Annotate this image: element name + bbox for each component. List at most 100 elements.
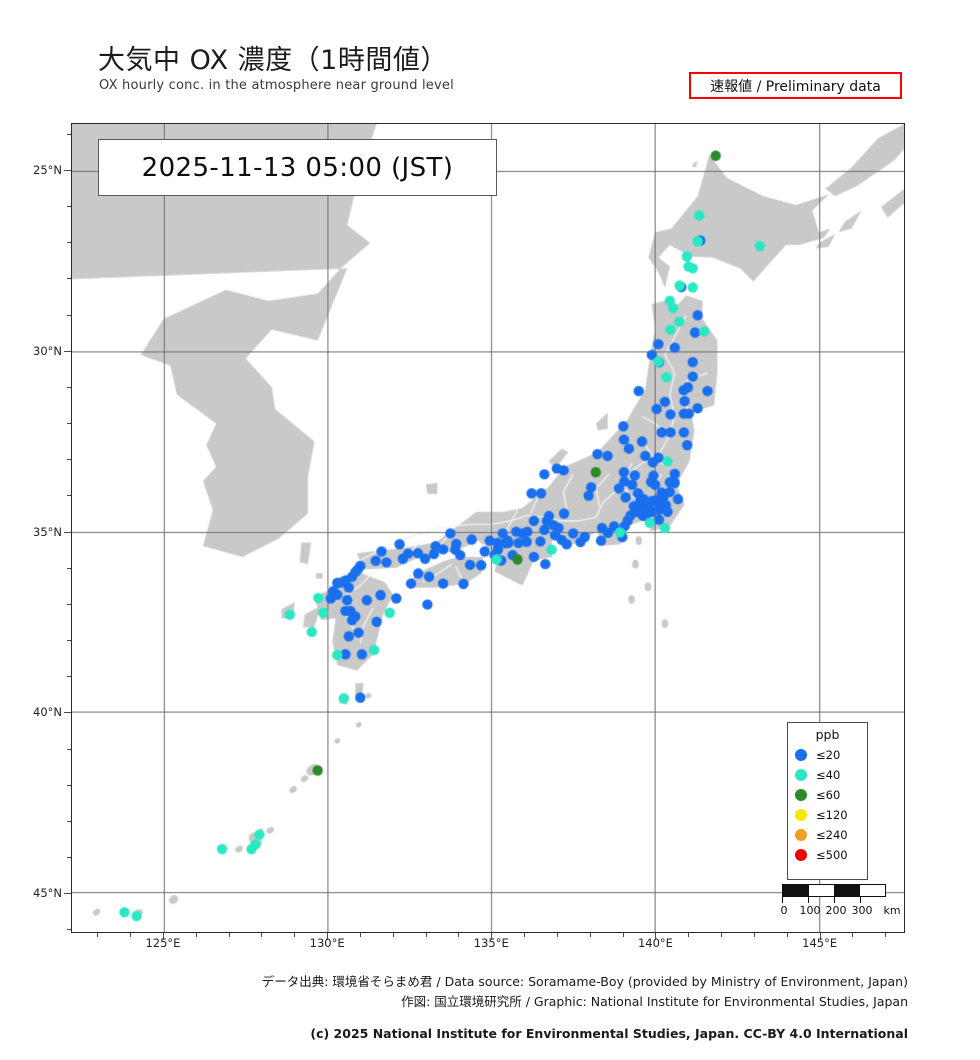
y-axis-tick-label: 35°N <box>33 524 62 539</box>
legend-item: ≤40 <box>788 765 867 785</box>
y-axis-tick-label: 25°N <box>33 163 62 177</box>
x-axis-minor-tick <box>622 933 624 937</box>
y-axis-tick-label: 30°N <box>33 343 62 358</box>
concentration-legend: ppb ≤20 ≤40 ≤60 ≤120 ≤240 ≤500 <box>787 722 868 880</box>
y-axis-minor-tick <box>67 748 71 750</box>
y-axis-minor-tick <box>67 784 71 786</box>
legend-item: ≤20 <box>788 745 867 765</box>
x-axis-minor-tick <box>97 933 99 937</box>
y-axis-minor-tick <box>67 603 71 605</box>
x-axis-minor-tick <box>228 933 230 937</box>
legend-item-label: ≤240 <box>816 828 848 842</box>
legend-item-label: ≤120 <box>816 808 848 822</box>
y-axis-minor-tick <box>67 676 71 678</box>
x-axis-minor-tick <box>294 933 296 937</box>
scale-bar-unit-label: km <box>883 904 901 917</box>
x-axis-minor-tick <box>688 933 690 937</box>
y-axis-minor-tick <box>67 314 71 316</box>
x-axis-minor-tick <box>359 933 361 937</box>
y-axis-minor-tick <box>67 206 71 208</box>
y-axis-minor-tick <box>67 820 71 822</box>
legend-title: ppb <box>815 727 840 742</box>
x-axis-tick-label: 130°E <box>309 936 345 950</box>
x-axis-tick-label: 135°E <box>473 936 509 950</box>
x-axis-minor-tick <box>130 933 132 937</box>
legend-item: ≤60 <box>788 785 867 805</box>
legend-color-swatch-icon <box>795 789 807 801</box>
legend-item-label: ≤500 <box>816 848 848 862</box>
legend-color-swatch-icon <box>795 829 807 841</box>
x-axis-minor-tick <box>261 933 263 937</box>
x-axis-tick-label: 145°E <box>802 936 838 950</box>
x-axis-minor-tick <box>524 933 526 937</box>
map-plot-area[interactable] <box>71 123 905 933</box>
x-axis-major-tick <box>327 933 329 940</box>
scale-seg-1 <box>783 885 809 896</box>
scale-seg-4 <box>860 885 885 896</box>
legend-color-swatch-icon <box>795 809 807 821</box>
footer-graphic-credit: 作図: 国立環境研究所 / Graphic: National Institut… <box>401 994 908 1009</box>
y-axis-minor-tick <box>67 567 71 569</box>
scale-seg-3 <box>834 885 861 896</box>
x-axis-minor-tick <box>885 933 887 937</box>
footer-copyright: (c) 2025 National Institute for Environm… <box>310 1026 908 1041</box>
x-axis-major-tick <box>162 933 164 940</box>
x-axis-major-tick <box>655 933 657 940</box>
x-axis-minor-tick <box>852 933 854 937</box>
x-axis-major-tick <box>819 933 821 940</box>
y-axis-minor-tick <box>67 242 71 244</box>
y-axis-major-tick <box>64 893 71 895</box>
page-subtitle: OX hourly conc. in the atmosphere near g… <box>99 78 454 93</box>
scale-bar-tick-label: 100 <box>799 904 821 917</box>
x-axis-minor-tick <box>392 933 394 937</box>
x-axis-minor-tick <box>458 933 460 937</box>
timestamp-label: 2025-11-13 05:00 (JST) <box>98 139 497 196</box>
y-axis-major-tick <box>64 712 71 714</box>
x-axis-minor-tick <box>589 933 591 937</box>
legend-color-swatch-icon <box>795 769 807 781</box>
y-axis-major-tick <box>64 170 71 171</box>
y-axis-minor-tick <box>67 278 71 280</box>
legend-item: ≤240 <box>788 825 867 845</box>
scale-bar-tick-label: 0 <box>780 904 788 917</box>
x-axis-tick-label: 140°E <box>637 936 673 950</box>
y-axis-minor-tick <box>67 386 71 388</box>
x-axis-minor-tick <box>721 933 723 937</box>
x-axis-tick-label: 125°E <box>145 936 181 950</box>
x-axis-minor-tick <box>556 933 558 937</box>
scale-bar-tick-label: 200 <box>825 904 847 917</box>
y-axis-minor-tick <box>67 459 71 461</box>
y-axis-minor-tick <box>67 495 71 497</box>
scale-bar-labels: 0 100 200 300 km <box>780 904 908 918</box>
legend-color-swatch-icon <box>795 749 807 761</box>
map-canvas <box>72 124 904 932</box>
x-axis-minor-tick <box>753 933 755 937</box>
x-axis-minor-tick <box>425 933 427 937</box>
y-axis-minor-tick <box>67 929 71 931</box>
scale-bar-graphic <box>782 884 886 897</box>
x-axis-minor-tick <box>786 933 788 937</box>
page-title: 大気中 OX 濃度（1時間値） <box>98 45 448 76</box>
y-axis-minor-tick <box>67 857 71 859</box>
legend-item-label: ≤40 <box>816 768 841 782</box>
x-axis-minor-tick <box>195 933 197 937</box>
y-axis-major-tick <box>64 350 71 352</box>
legend-item: ≤500 <box>788 845 867 865</box>
legend-color-swatch-icon <box>795 849 807 861</box>
scale-bar-tick-label: 300 <box>851 904 873 917</box>
y-axis-minor-tick <box>67 133 71 135</box>
y-axis-tick-label: 45°N <box>33 886 62 901</box>
y-axis-minor-tick <box>67 640 71 642</box>
y-axis-minor-tick <box>67 423 71 425</box>
preliminary-data-badge: 速報値 / Preliminary data <box>689 72 902 99</box>
scale-seg-2 <box>809 885 835 896</box>
legend-item-label: ≤60 <box>816 788 841 802</box>
legend-item: ≤120 <box>788 805 867 825</box>
y-axis-major-tick <box>64 531 71 533</box>
legend-rows: ≤20 ≤40 ≤60 ≤120 ≤240 ≤500 <box>788 745 867 865</box>
scale-bar: 0 100 200 300 km <box>780 884 908 918</box>
legend-item-label: ≤20 <box>816 748 841 762</box>
scale-bar-ticks <box>782 897 908 903</box>
y-axis-tick-label: 40°N <box>33 705 62 720</box>
footer-data-source: データ出典: 環境省そらまめ君 / Data source: Soramame-… <box>261 974 908 989</box>
